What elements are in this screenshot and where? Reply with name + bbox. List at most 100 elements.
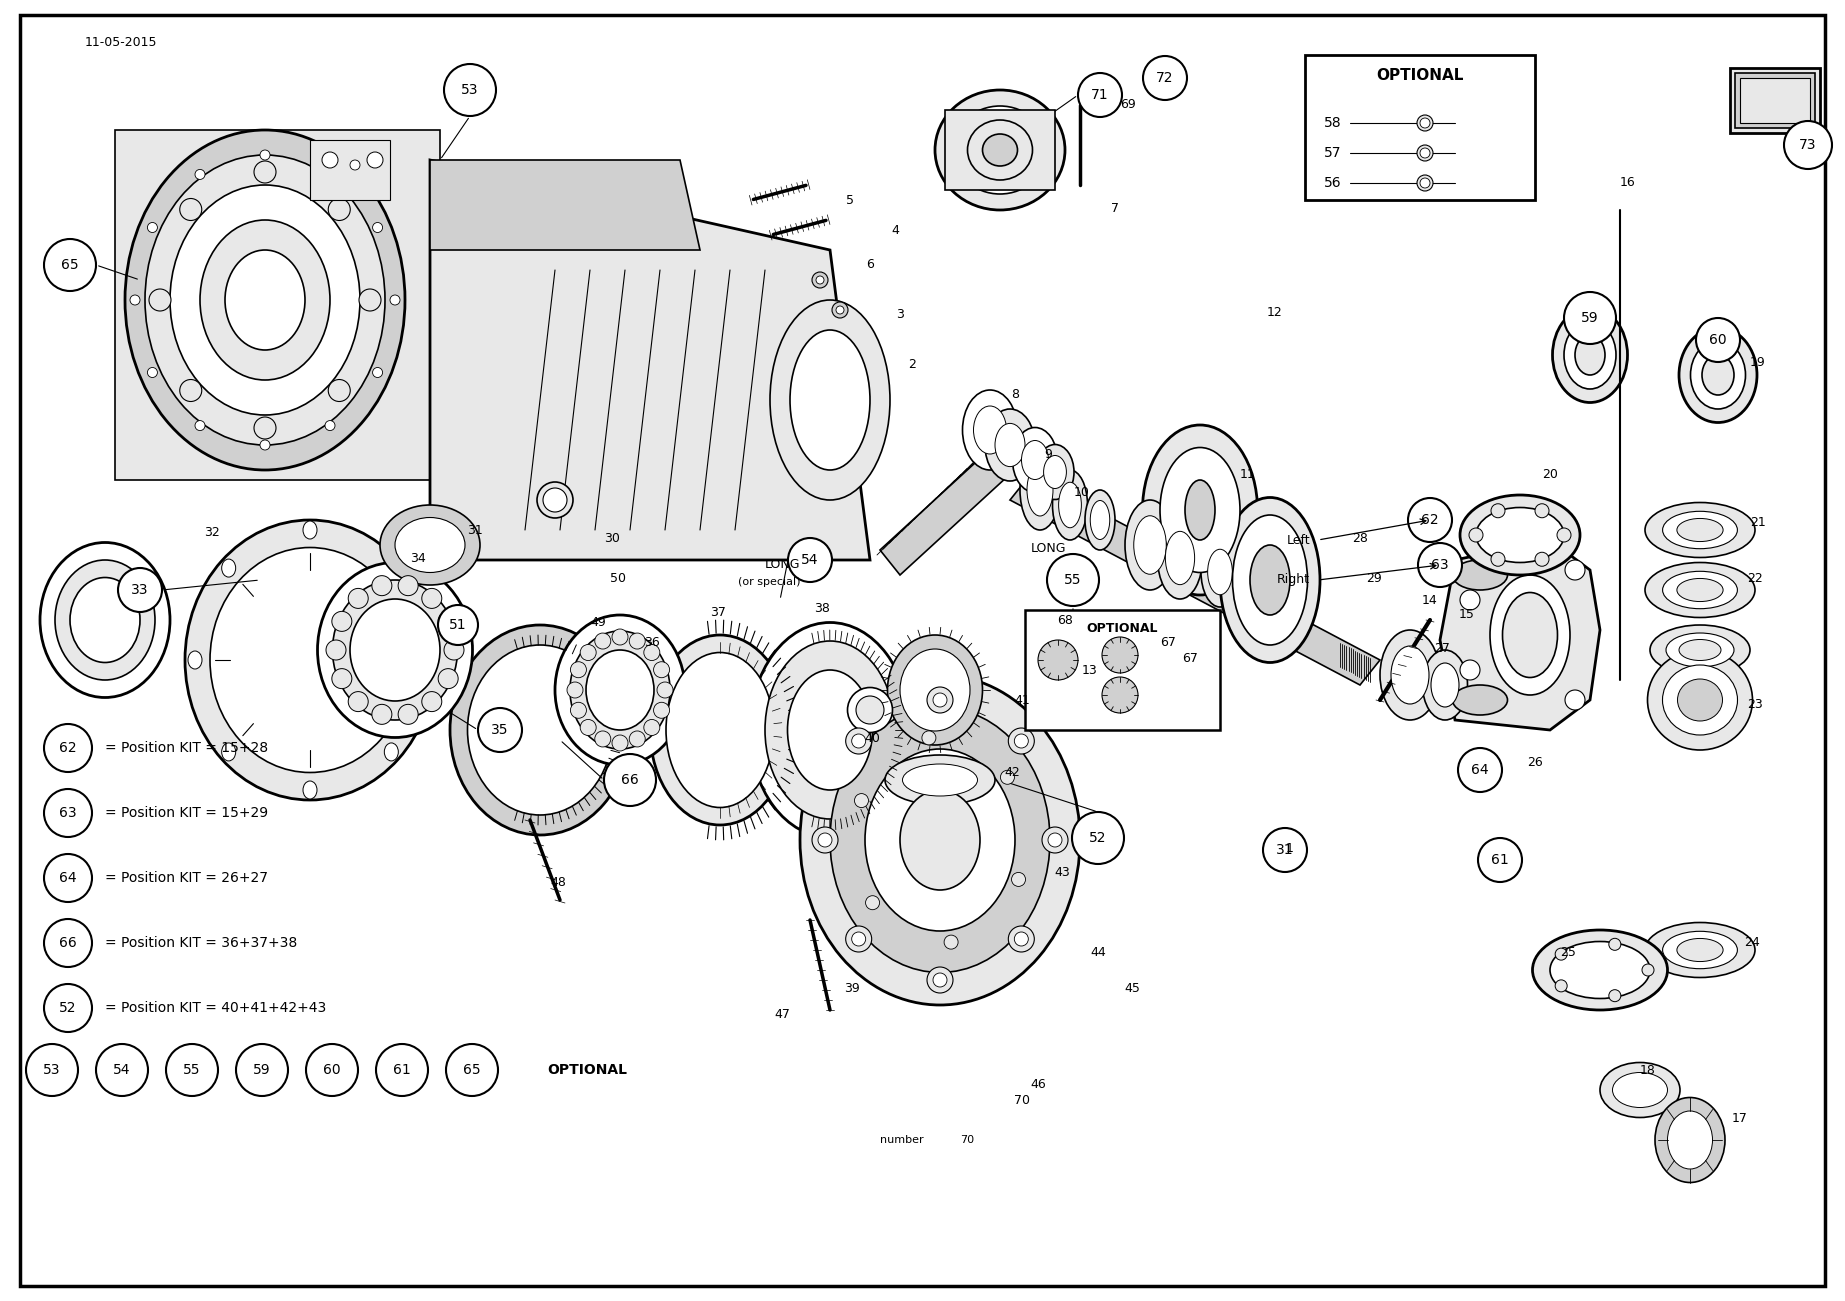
Ellipse shape (1679, 640, 1721, 661)
Circle shape (653, 662, 670, 678)
Text: 71: 71 (1090, 88, 1109, 101)
Ellipse shape (384, 559, 399, 578)
Ellipse shape (801, 675, 1079, 1004)
Text: 42: 42 (1004, 765, 1020, 778)
Circle shape (1046, 554, 1100, 606)
Circle shape (332, 669, 352, 688)
Circle shape (934, 693, 946, 706)
Polygon shape (1439, 540, 1600, 730)
Text: 18: 18 (1640, 1063, 1657, 1076)
Ellipse shape (1184, 480, 1216, 540)
Circle shape (179, 199, 201, 220)
Circle shape (1535, 552, 1550, 566)
Text: 68: 68 (1048, 648, 1063, 661)
Circle shape (1555, 980, 1566, 991)
Ellipse shape (1677, 938, 1723, 961)
Ellipse shape (303, 781, 317, 799)
Text: 16: 16 (1620, 176, 1637, 189)
Circle shape (1042, 827, 1068, 853)
Circle shape (845, 729, 871, 755)
Text: 53: 53 (42, 1063, 61, 1077)
Circle shape (629, 634, 646, 649)
Ellipse shape (380, 505, 480, 585)
Ellipse shape (1142, 425, 1258, 595)
Text: 47: 47 (775, 1008, 790, 1021)
Text: 1: 1 (1286, 842, 1293, 855)
Text: = Position KIT = 15+29: = Position KIT = 15+29 (105, 807, 268, 820)
Text: 32: 32 (205, 526, 220, 539)
Polygon shape (1009, 475, 1380, 686)
Circle shape (327, 640, 347, 660)
Text: 46: 46 (1030, 1079, 1046, 1092)
Ellipse shape (1037, 445, 1074, 500)
Text: 40: 40 (863, 731, 880, 744)
Ellipse shape (1662, 511, 1738, 549)
Ellipse shape (41, 543, 170, 697)
Circle shape (1565, 690, 1585, 710)
Ellipse shape (887, 635, 983, 745)
Circle shape (1609, 990, 1622, 1002)
Circle shape (817, 833, 832, 847)
Ellipse shape (70, 578, 140, 662)
Circle shape (1408, 498, 1452, 543)
Circle shape (118, 569, 162, 611)
Circle shape (845, 926, 871, 952)
Circle shape (445, 64, 496, 116)
Circle shape (926, 687, 954, 713)
Ellipse shape (221, 743, 236, 761)
Text: 73: 73 (1799, 138, 1817, 152)
Text: 67: 67 (1161, 635, 1175, 648)
Ellipse shape (935, 90, 1065, 209)
Text: 11: 11 (1240, 468, 1256, 481)
Circle shape (129, 295, 140, 304)
Text: 6: 6 (865, 259, 875, 272)
Text: 59: 59 (1581, 311, 1600, 325)
Text: Right: Right (1277, 574, 1310, 587)
Text: 50: 50 (611, 571, 625, 584)
Circle shape (644, 719, 661, 735)
Ellipse shape (1052, 470, 1087, 540)
Text: 54: 54 (113, 1063, 131, 1077)
Text: 55: 55 (1065, 572, 1081, 587)
Ellipse shape (1125, 500, 1175, 589)
Ellipse shape (985, 409, 1035, 481)
Text: 19: 19 (1751, 355, 1766, 368)
Ellipse shape (210, 548, 410, 773)
Circle shape (26, 1043, 77, 1095)
Ellipse shape (395, 518, 465, 572)
Ellipse shape (332, 580, 458, 719)
Ellipse shape (225, 250, 304, 350)
Ellipse shape (170, 185, 360, 415)
Ellipse shape (1166, 531, 1194, 584)
Text: 52: 52 (59, 1000, 77, 1015)
Circle shape (1421, 118, 1430, 127)
Circle shape (148, 222, 157, 233)
Circle shape (566, 682, 583, 699)
Ellipse shape (1232, 515, 1308, 645)
Text: 64: 64 (59, 870, 77, 885)
Ellipse shape (766, 641, 895, 820)
Circle shape (1039, 640, 1077, 680)
Circle shape (351, 160, 360, 170)
Text: 3: 3 (897, 308, 904, 321)
Circle shape (836, 306, 843, 314)
Ellipse shape (1666, 634, 1734, 667)
Ellipse shape (1533, 930, 1668, 1010)
Circle shape (1421, 178, 1430, 189)
Circle shape (260, 440, 269, 450)
Circle shape (1048, 833, 1063, 847)
Ellipse shape (1690, 341, 1745, 409)
Ellipse shape (1550, 942, 1649, 998)
Text: 66: 66 (59, 935, 77, 950)
Text: 2: 2 (908, 359, 915, 372)
Text: 69: 69 (1120, 99, 1137, 112)
Ellipse shape (769, 301, 889, 500)
Circle shape (657, 682, 673, 699)
Circle shape (570, 703, 587, 718)
Circle shape (376, 1043, 428, 1095)
Circle shape (255, 161, 277, 183)
Text: 37: 37 (710, 605, 725, 618)
Polygon shape (114, 130, 439, 480)
Circle shape (1459, 660, 1480, 680)
Ellipse shape (902, 764, 978, 796)
